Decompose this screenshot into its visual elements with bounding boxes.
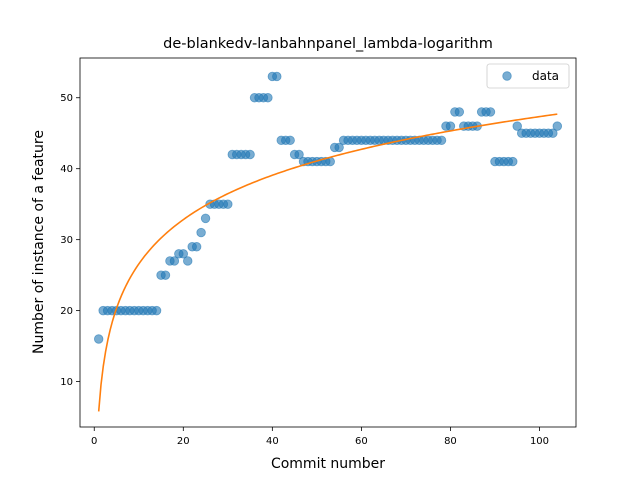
data-point [512,121,522,131]
y-tick-label: 10 [60,377,73,388]
data-point [548,128,558,138]
fit-line [97,113,558,412]
legend-box [486,63,570,89]
data-point [552,121,562,131]
data-point [436,135,447,146]
data-point [508,156,518,167]
data-point [272,71,282,82]
x-tick-label: 0 [91,436,97,447]
data-point [191,242,202,252]
legend-marker [502,71,512,81]
data-point [94,334,104,344]
legend: data [486,63,570,89]
data-point [454,107,465,117]
data-point [196,227,206,238]
data-point [445,121,456,131]
y-tick-label: 40 [60,164,73,175]
x-tick-label: 20 [177,436,190,447]
axes-frame [79,57,577,428]
data-point [151,305,162,316]
data-point [485,107,496,117]
y-axis-title: Number of instance of a feature [31,130,47,354]
legend-label: data [532,69,559,83]
data-point [178,249,188,259]
data-point [334,142,344,153]
data-point [183,256,193,266]
data-point [294,149,304,160]
x-axis-title: Commit number [271,456,385,472]
data-point [285,135,295,146]
x-tick-label: 60 [355,436,368,447]
x-tick-label: 40 [266,436,279,447]
data-point [160,270,171,280]
data-point [245,149,255,160]
y-tick-label: 30 [60,235,73,246]
data-point [200,213,211,224]
x-tick-label: 80 [444,436,457,447]
axes: 0 20 40 60 80 100 10 20 30 40 50 [60,57,577,447]
x-tick-label: 100 [530,436,549,447]
data-point [263,93,273,103]
y-tick-label: 20 [60,306,73,317]
y-tick-label: 50 [60,93,73,104]
plot-area [94,71,562,412]
chart-title: de-blankedv-lanbahnpanel_lambda-logarith… [163,36,493,52]
data-point [169,256,180,266]
data-point [223,199,233,209]
